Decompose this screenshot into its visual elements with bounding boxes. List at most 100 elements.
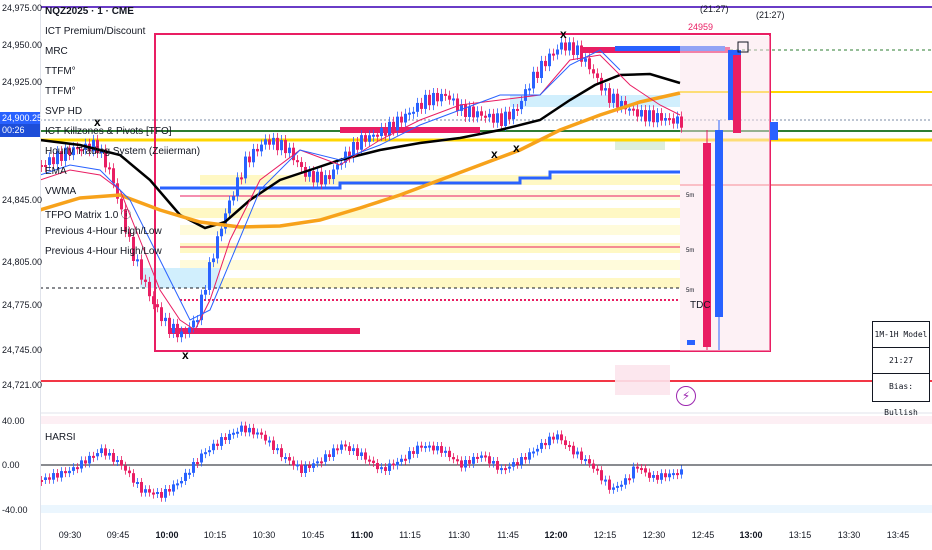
osc-body [552,436,555,440]
oscillator-title[interactable]: HARSI [45,432,76,443]
svp-line [160,170,680,190]
price-tick: 24,775.00 [2,300,43,310]
candle-body [636,109,639,117]
osc-body [56,473,59,478]
indicator-label[interactable]: TFPO Matrix 1.0 ⓘ [45,210,132,221]
osc-body [272,440,275,450]
candle-body [392,121,395,131]
osc-body [200,453,203,463]
osc-body [168,489,171,492]
osc-body [496,461,499,470]
candle-body [432,92,435,106]
candle-body [476,111,479,118]
candle-body [164,317,167,322]
indicator-label[interactable]: VWMA [45,186,77,197]
osc-body [420,445,423,448]
osc-body [536,448,539,452]
candle-body [596,73,599,78]
osc-body [112,453,115,462]
candle-body [268,139,271,145]
candle-body [488,113,491,118]
candle-body [564,42,567,51]
osc-body [72,467,75,471]
model-bias: Bias: Bullish [884,382,918,417]
candle-body [588,58,591,70]
candle-body [208,262,211,290]
time-tick: 12:15 [593,530,617,540]
candle-body [296,160,299,163]
osc-body [356,448,359,456]
time-label: (21:27) [756,10,785,20]
osc-body [284,457,287,460]
indicator-label[interactable]: ICT Killzones & Pivots [TFO] [45,126,172,137]
chart-canvas[interactable]: x x x x x [40,0,932,550]
osc-body [252,427,255,435]
osc-body [172,484,175,492]
candle-body [116,183,119,199]
osc-body [276,448,279,451]
osc-body [212,443,215,451]
candle-body [96,139,99,153]
low-marker-bar [168,328,360,334]
price-tick: 24,845.00 [2,195,43,205]
lightning-icon[interactable]: ⚡ [676,386,696,406]
osc-body [636,466,639,469]
osc-body [632,466,635,479]
osc-body [344,444,347,447]
symbol-title[interactable]: NQZ2025 · 1 · CME [45,6,134,17]
indicator-label[interactable]: MRC [45,46,68,57]
candle-body [532,71,535,89]
price-tick: 24,721.00 [2,380,43,390]
indicator-label[interactable]: EMA [45,166,67,177]
candle-body [560,42,563,50]
time-tick: 11:30 [448,530,470,540]
svg-text:x: x [560,27,567,41]
osc-body [592,463,595,469]
osc-body [48,477,51,480]
level-label: 24959 [688,22,714,32]
osc-body [220,437,223,446]
osc-body [528,452,531,460]
candle-body [388,121,391,136]
candle-body [72,147,75,156]
osc-body [556,434,559,440]
osc-body [600,470,603,481]
osc-body [92,455,95,458]
candle-body [236,177,239,197]
osc-body [664,473,667,478]
indicator-label[interactable]: Previous 4-Hour High/Low [45,226,162,237]
osc-body [144,489,147,493]
osc-body [504,468,507,471]
indicator-label[interactable]: Hourly Trading System (Zeiierman) [45,146,201,157]
osc-body [288,457,291,461]
osc-body [348,446,351,452]
indicator-label[interactable]: TTFM° [45,86,76,97]
time-tick: 13:45 [886,530,910,540]
osc-body [180,480,183,484]
indicator-label[interactable]: Previous 4-Hour High/Low [45,246,162,257]
candle-body [328,175,331,180]
indicator-label[interactable]: TTFM° [45,66,76,77]
candle-body [644,110,647,122]
osc-body [476,456,479,459]
osc-body [400,458,403,462]
candle-body [352,142,355,158]
osc-body [372,460,375,463]
candle-body [500,113,503,126]
price-axis[interactable]: 24,975.00 24,950.00 24,925.00 24,900.25 … [0,0,43,550]
candle-body [408,112,411,115]
candle-body [280,140,283,151]
osc-body [392,463,395,466]
candle-body [108,167,111,170]
candle-body [176,323,179,338]
time-tick: 10:45 [301,530,325,540]
indicator-label[interactable]: ICT Premium/Discount [45,26,146,37]
candle-body [292,147,295,161]
osc-body [616,485,619,488]
osc-body [376,462,379,470]
indicator-label[interactable]: SVP HD [45,106,83,117]
candle-body [616,93,619,108]
candle-body [612,93,615,103]
candle-body [404,113,407,123]
osc-body [388,463,391,471]
